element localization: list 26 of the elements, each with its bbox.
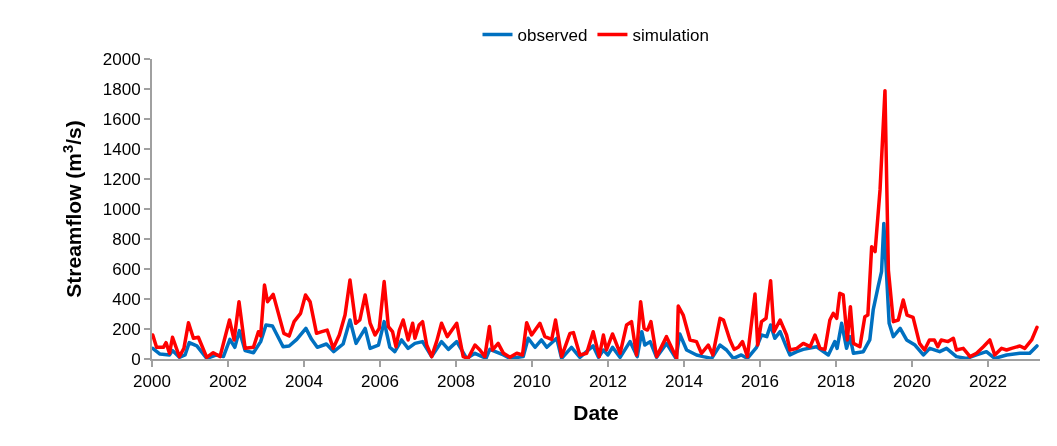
y-tick-label: 2000 [102, 49, 141, 69]
y-tick-label: 600 [112, 259, 141, 279]
x-tick-label: 2010 [513, 372, 551, 392]
y-tick-label: 400 [112, 289, 141, 309]
x-tick-label: 2000 [133, 372, 171, 392]
x-tick-label: 2014 [665, 372, 703, 392]
y-tick-label: 1200 [102, 169, 141, 189]
x-axis-title: Date [573, 401, 619, 425]
y-tick-label: 200 [112, 319, 141, 339]
x-tick-label: 2020 [893, 372, 931, 392]
legend-label: simulation [632, 26, 709, 46]
y-tick-label: 1800 [102, 79, 141, 99]
x-tick-label: 2006 [361, 372, 399, 392]
y-tick-label: 1400 [102, 139, 141, 159]
x-tick-label: 2002 [209, 372, 247, 392]
y-tick-label: 800 [112, 229, 141, 249]
x-tick-label: 2018 [817, 372, 855, 392]
x-tick-label: 2004 [285, 372, 323, 392]
y-tick-label: 1000 [102, 199, 141, 219]
legend-label: observed [517, 26, 588, 46]
x-tick-label: 2016 [741, 372, 779, 392]
y-tick-label: 0 [131, 349, 141, 369]
x-tick-label: 2008 [437, 372, 475, 392]
y-tick-label: 1600 [102, 109, 141, 129]
x-tick-label: 2022 [969, 372, 1007, 392]
x-tick-label: 2012 [589, 372, 627, 392]
